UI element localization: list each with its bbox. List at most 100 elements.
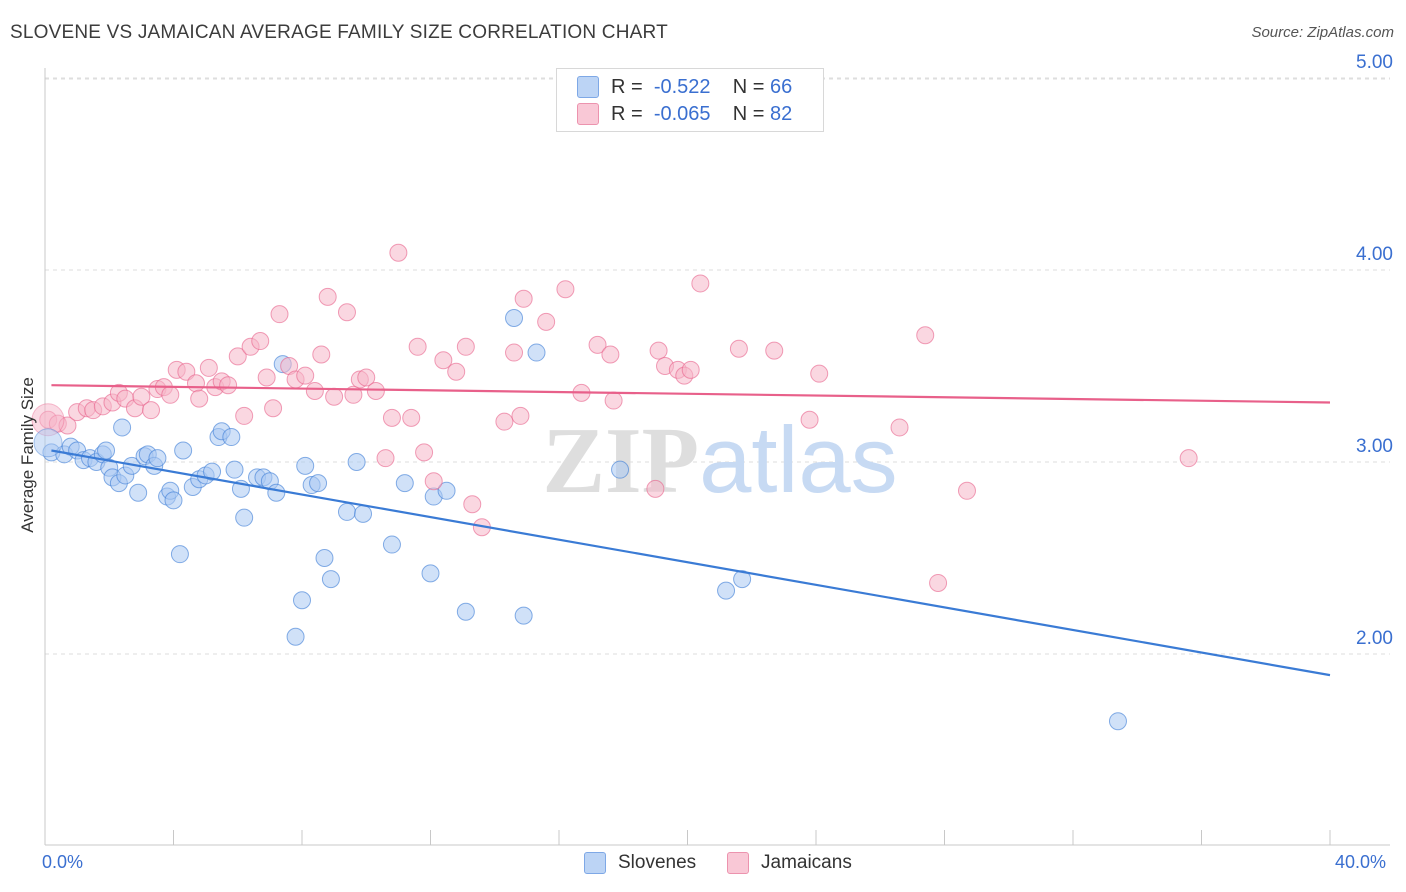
point-jamaicans xyxy=(447,362,466,381)
point-jamaicans xyxy=(337,303,356,322)
trend-lines xyxy=(51,384,1331,677)
legend-swatch-slovenes xyxy=(577,76,599,98)
legend-swatch-jamaicans xyxy=(577,103,599,125)
point-jamaicans xyxy=(142,401,161,420)
point-jamaicans xyxy=(1179,449,1198,468)
point-jamaicans xyxy=(264,399,283,418)
point-jamaicans xyxy=(646,479,665,498)
point-jamaicans xyxy=(251,332,270,351)
point-jamaicans xyxy=(514,289,533,308)
point-jamaicans xyxy=(296,366,315,385)
point-jamaicans xyxy=(408,337,427,356)
point-jamaicans xyxy=(305,381,324,400)
point-slovenes xyxy=(235,508,254,527)
point-jamaicans xyxy=(957,481,976,500)
legend-row-slovenes: R = -0.522 N = 66 xyxy=(577,74,792,100)
point-slovenes xyxy=(225,460,244,479)
source-label: Source: ZipAtlas.com xyxy=(1251,24,1394,41)
point-jamaicans xyxy=(161,385,180,404)
point-jamaicans xyxy=(588,335,607,354)
legend-r-value: -0.065 xyxy=(653,102,711,125)
point-jamaicans xyxy=(312,345,331,364)
point-jamaicans xyxy=(219,376,238,395)
point-jamaicans xyxy=(402,408,421,427)
x-min-label: 0.0% xyxy=(42,852,84,872)
point-slovenes xyxy=(174,441,193,460)
point-slovenes xyxy=(611,460,630,479)
y-tick-label: 4.00 xyxy=(1356,244,1393,265)
point-jamaicans xyxy=(604,391,623,410)
point-jamaicans xyxy=(357,368,376,387)
point-slovenes xyxy=(164,491,183,510)
point-slovenes xyxy=(717,581,736,600)
point-slovenes xyxy=(395,474,414,493)
point-jamaicans xyxy=(199,358,218,377)
legend-row-jamaicans: R = -0.065 N = 82 xyxy=(577,101,792,127)
point-jamaicans xyxy=(270,305,289,324)
point-slovenes xyxy=(293,591,311,610)
trend-line-slovenes xyxy=(51,449,1331,677)
point-jamaicans xyxy=(691,274,710,293)
point-slovenes xyxy=(337,502,356,521)
legend-r-label: R = xyxy=(611,102,643,125)
point-slovenes xyxy=(97,441,116,460)
y-tick-label: 5.00 xyxy=(1356,52,1393,73)
point-slovenes xyxy=(354,504,373,523)
point-jamaicans xyxy=(810,364,829,383)
point-slovenes xyxy=(421,564,440,583)
point-slovenes xyxy=(267,483,286,502)
point-jamaicans xyxy=(495,412,514,431)
point-jamaicans xyxy=(344,385,363,404)
series-legend: Slovenes Jamaicans xyxy=(0,850,1406,878)
point-jamaicans xyxy=(434,351,453,370)
point-jamaicans xyxy=(765,341,784,360)
correlation-legend: R = -0.522 N = 66 R = -0.065 N = 82 xyxy=(556,68,824,132)
point-jamaicans xyxy=(376,449,395,468)
point-jamaicans xyxy=(177,362,196,381)
point-jamaicans xyxy=(556,280,575,299)
point-jamaicans xyxy=(389,243,408,262)
legend-n-value: 82 xyxy=(770,102,793,125)
y-tick-label: 2.00 xyxy=(1356,628,1393,649)
legend-item-jamaicans[interactable]: Jamaicans xyxy=(727,852,852,874)
point-slovenes xyxy=(222,428,241,447)
point-jamaicans xyxy=(132,387,151,406)
point-slovenes xyxy=(514,606,533,625)
point-slovenes xyxy=(437,481,456,500)
chart-title: SLOVENE VS JAMAICAN AVERAGE FAMILY SIZE … xyxy=(10,22,668,43)
legend-n-label: N = xyxy=(732,75,765,98)
swatch-slovenes xyxy=(584,852,606,874)
x-max-label: 40.0% xyxy=(1335,852,1387,872)
point-slovenes xyxy=(347,453,366,471)
point-slovenes xyxy=(148,449,167,468)
point-jamaicans xyxy=(463,495,482,514)
legend-r-value: -0.522 xyxy=(653,75,711,98)
point-slovenes xyxy=(733,570,752,589)
point-jamaicans xyxy=(916,326,935,345)
legend-n-label: N = xyxy=(732,102,765,125)
point-jamaicans xyxy=(228,347,247,366)
point-jamaicans xyxy=(366,381,385,400)
legend-item-slovenes[interactable]: Slovenes xyxy=(584,852,696,874)
point-slovenes xyxy=(129,483,148,502)
point-slovenes xyxy=(456,602,475,621)
point-jamaicans xyxy=(890,418,909,437)
point-slovenes xyxy=(33,428,63,458)
point-jamaicans xyxy=(505,343,524,362)
swatch-jamaicans xyxy=(727,852,749,874)
point-jamaicans xyxy=(318,287,337,306)
point-jamaicans xyxy=(649,341,668,360)
point-slovenes xyxy=(315,549,334,567)
point-jamaicans xyxy=(415,443,434,462)
legend-r-label: R = xyxy=(611,75,643,98)
point-slovenes xyxy=(286,627,305,646)
point-jamaicans xyxy=(681,360,700,379)
point-slovenes xyxy=(113,418,132,437)
point-jamaicans xyxy=(190,389,209,408)
watermark: ZIPatlas xyxy=(542,407,897,513)
point-jamaicans xyxy=(424,472,443,491)
point-slovenes xyxy=(505,309,524,327)
legend-n-value: 66 xyxy=(770,75,793,98)
point-jamaicans xyxy=(235,406,254,425)
